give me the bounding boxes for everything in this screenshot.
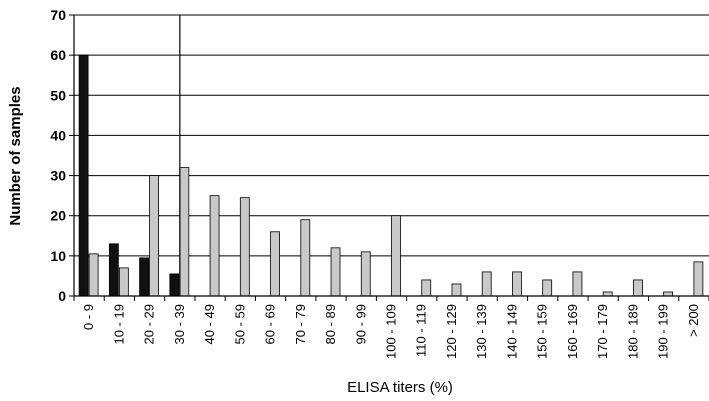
bar-series-2	[330, 247, 341, 297]
bar-series-2	[149, 175, 159, 297]
bar-series-1	[78, 54, 89, 297]
x-tick-label: 130 - 139	[474, 304, 489, 359]
x-tick-label: 40 - 49	[202, 304, 217, 344]
bars	[78, 54, 704, 297]
bar-series-2	[602, 291, 613, 297]
bar-series-2	[633, 279, 643, 297]
x-tick-label: 50 - 59	[232, 304, 247, 344]
x-tick-label: 160 - 169	[565, 304, 580, 359]
x-tick-label: 170 - 179	[595, 304, 610, 359]
x-tick-label: 150 - 159	[535, 304, 550, 359]
bar-series-2	[360, 251, 371, 297]
bar-series-2	[209, 195, 220, 297]
axes	[69, 14, 709, 301]
x-tick-label: 70 - 79	[293, 304, 308, 344]
bar-series-2	[572, 271, 583, 297]
x-tick-label: 190 - 199	[656, 304, 671, 359]
x-tick-label: 30 - 39	[172, 304, 187, 344]
bar-series-2	[391, 215, 401, 297]
bar-series-2	[239, 197, 250, 297]
bar-series-1	[108, 243, 119, 297]
x-tick-labels: 0 - 9 10 - 19 20 - 29 30 - 39 40 - 49 50 - 59…	[81, 304, 701, 359]
bar-series-1	[169, 273, 180, 297]
x-tick-label: 140 - 149	[504, 304, 519, 359]
bar-series-1	[139, 257, 149, 297]
x-tick-label: 10 - 19	[111, 304, 126, 344]
y-tick-labels: 0 10 20 30 40 50 60 70	[50, 7, 66, 304]
y-tick-label: 70	[50, 7, 66, 23]
bar-series-2	[693, 261, 704, 297]
y-tick-label: 20	[50, 208, 66, 224]
y-tick-label: 10	[50, 248, 66, 264]
bar-series-2	[542, 279, 553, 297]
bar-series-2	[481, 271, 492, 297]
y-tick-label: 60	[50, 47, 66, 63]
bar-series-2	[88, 253, 99, 297]
bar-series-2	[421, 279, 432, 297]
x-tick-label: 60 - 69	[263, 304, 278, 344]
y-tick-label: 0	[58, 288, 66, 304]
x-tick-label: 110 - 119	[414, 304, 429, 357]
bar-series-2	[118, 267, 129, 297]
x-tick-label: 120 - 129	[444, 304, 459, 359]
bar-series-2	[270, 231, 280, 297]
x-tick-label: > 200	[686, 304, 701, 337]
y-tick-label: 30	[50, 168, 66, 184]
x-tick-label: 100 - 109	[384, 304, 399, 359]
bar-series-2	[179, 167, 190, 297]
bar-series-2	[663, 291, 674, 297]
x-axis-title: ELISA titers (%)	[347, 379, 453, 396]
y-axis-title: Number of samples	[7, 86, 24, 225]
x-tick-label: 80 - 89	[323, 304, 338, 344]
x-tick-label: 90 - 99	[353, 304, 368, 344]
y-tick-label: 50	[50, 87, 66, 103]
x-tick-label: 20 - 29	[142, 304, 157, 344]
y-tick-label: 40	[50, 127, 66, 143]
bar-series-2	[512, 271, 522, 297]
x-tick-label: 0 - 9	[81, 304, 96, 330]
x-tick-label: 180 - 189	[625, 304, 640, 359]
bar-series-2	[451, 283, 462, 297]
bar-series-2	[300, 219, 311, 297]
